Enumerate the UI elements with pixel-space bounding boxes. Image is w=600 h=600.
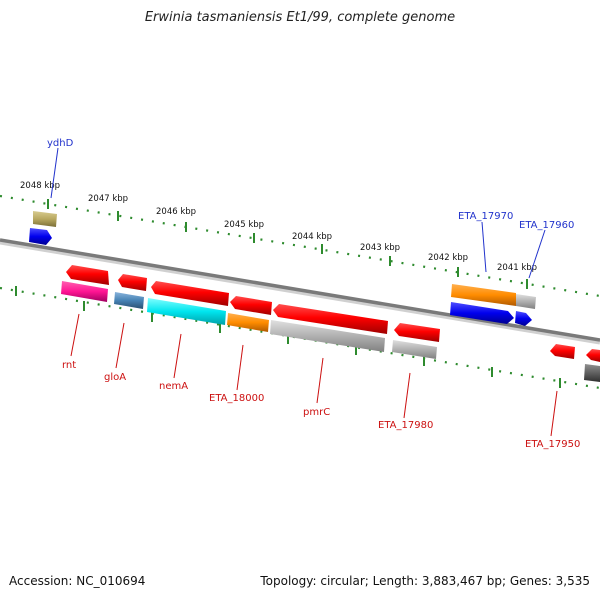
outer-major-ticks — [47, 199, 528, 289]
scale-label: 2044 kbp — [292, 232, 332, 242]
scale-label: 2048 kbp — [20, 181, 60, 191]
scale-label: 2041 kbp — [497, 263, 537, 273]
gene-gloA[interactable] — [114, 292, 144, 309]
leader-nemA — [173, 333, 182, 379]
inner-major-ticks — [15, 286, 561, 388]
gene-small-blue[interactable] — [29, 228, 52, 245]
leader-ETA_17950 — [550, 390, 558, 437]
gene-ETA_17950-red[interactable] — [550, 344, 575, 359]
gene-ETA_17980[interactable] — [392, 340, 437, 359]
gene-label-ydhD: ydhD — [47, 138, 74, 149]
leader-gloA — [115, 322, 125, 369]
gene-rnt-red[interactable] — [66, 265, 109, 285]
leader-pmrC — [316, 357, 324, 404]
accession-text: Accession: NC_010694 — [9, 574, 146, 588]
scale-label: 2045 kbp — [224, 220, 264, 230]
genome-summary: Topology: circular; Length: 3,883,467 bp… — [260, 574, 590, 588]
gene-edge-gray[interactable] — [584, 364, 600, 382]
map-title: Erwinia tasmaniensis Et1/99, complete ge… — [144, 10, 456, 25]
leader-ETA_18000 — [236, 344, 244, 391]
leader-rnt — [70, 313, 80, 357]
gene-label-ETA_17960: ETA_17960 — [519, 220, 574, 231]
outer-ruler-dots — [0, 194, 600, 298]
gene-label-pmrC: pmrC — [303, 407, 330, 418]
gene-label-nemA: nemA — [159, 381, 188, 392]
gene-label-ETA_17950: ETA_17950 — [525, 439, 580, 450]
gene-ETA_18000-red[interactable] — [230, 296, 272, 315]
backbone-shadow — [0, 239, 600, 345]
gene-rnt[interactable] — [61, 281, 108, 302]
gene-edge-red[interactable] — [586, 349, 600, 362]
gene-label-ETA_18000: ETA_18000 — [209, 393, 264, 404]
gene-nemA[interactable] — [147, 298, 226, 325]
gene-label-ETA_17980: ETA_17980 — [378, 420, 433, 431]
gene-label-ETA_17970: ETA_17970 — [458, 211, 513, 222]
gene-ETA_17970[interactable] — [451, 284, 516, 306]
scale-label: 2046 kbp — [156, 207, 196, 217]
gene-pmrC-red[interactable] — [273, 304, 388, 334]
gene-ETA_17960[interactable] — [516, 294, 536, 309]
gene-pmrC[interactable] — [270, 320, 385, 352]
leader-ETA_17980 — [403, 372, 411, 419]
gene-ydhD[interactable] — [33, 211, 57, 227]
gene-ETA_18000[interactable] — [227, 313, 269, 332]
gene-ETA_17970-b[interactable] — [450, 302, 514, 324]
leader-ydhD — [50, 147, 59, 199]
gene-gloA-red[interactable] — [118, 274, 147, 291]
scale-label: 2047 kbp — [88, 194, 128, 204]
leader-ETA_17960 — [528, 229, 546, 279]
scale-label: 2043 kbp — [360, 243, 400, 253]
gene-label-rnt: rnt — [62, 360, 76, 371]
gene-label-gloA: gloA — [104, 372, 126, 383]
inner-ruler-dots — [0, 286, 600, 390]
leader-ETA_17970 — [481, 221, 487, 273]
scale-label: 2042 kbp — [428, 253, 468, 263]
genome-backbone — [0, 238, 600, 342]
gene-ETA_17980-red[interactable] — [394, 323, 440, 342]
gene-small-blue-2[interactable] — [515, 311, 532, 326]
gene-nemA-red[interactable] — [151, 281, 229, 306]
